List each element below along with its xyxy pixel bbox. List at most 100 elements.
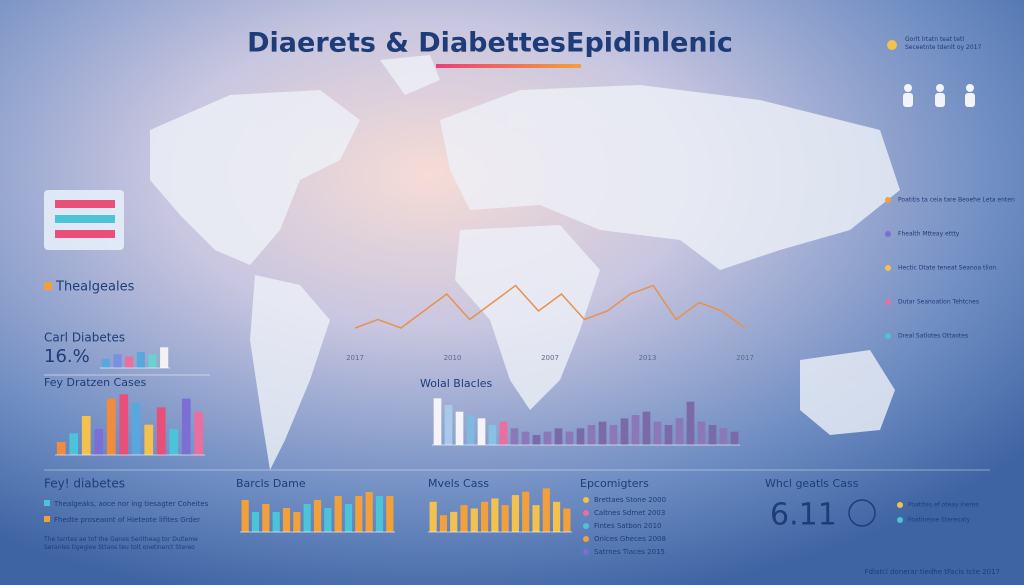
bar (106, 398, 116, 455)
bar (576, 428, 585, 445)
legend-swatch (55, 230, 115, 238)
epidemic-row: Satrnes Tiaces 2015 (594, 548, 665, 556)
bar (429, 501, 437, 532)
right-item: Poatitis ta ceia tare Beoehe Leta enten (898, 197, 1015, 204)
bullet (583, 523, 589, 529)
bar (125, 356, 134, 368)
bar (653, 421, 662, 445)
bullet (897, 517, 903, 523)
north-america (150, 90, 360, 265)
bar (355, 496, 363, 532)
panel-title: Epcomigters (580, 477, 649, 490)
x-tick-label: 2013 (639, 354, 657, 362)
bar (697, 421, 706, 445)
greenland (380, 55, 440, 95)
bar (552, 501, 561, 532)
stat-value: 16.% (44, 346, 90, 367)
bar (375, 496, 384, 532)
clock-icon (848, 499, 876, 527)
bar (272, 512, 280, 532)
eurasia (440, 85, 900, 270)
bar (433, 398, 442, 445)
chart-title: Barcls Dame (236, 477, 306, 490)
bar (303, 504, 311, 532)
bar (69, 433, 79, 455)
x-tick-label: 2010 (444, 354, 462, 362)
stat-label: Carl Diabetes (44, 331, 125, 345)
note-box: The tarrtes ae tof the Ganes Seritheag t… (44, 536, 198, 551)
bar (686, 401, 695, 445)
bar (543, 431, 552, 445)
bar (730, 431, 739, 445)
bar (708, 425, 717, 445)
bar (241, 500, 249, 532)
bar (466, 415, 475, 445)
australia (800, 350, 895, 435)
bullet (885, 333, 891, 339)
right-item: Dreal Satlotes Ottaotes (898, 333, 968, 340)
epidemic-row: Caltnes Sdmet 2003 (594, 509, 665, 517)
bar (282, 508, 291, 532)
icon (887, 40, 897, 50)
bar (719, 428, 728, 445)
bullet (583, 497, 589, 503)
bar (642, 411, 651, 445)
bar (251, 512, 260, 532)
bar (293, 512, 301, 532)
bar (81, 416, 91, 455)
bullet (885, 299, 891, 305)
bar (563, 508, 571, 532)
bar (365, 492, 373, 532)
right-header-box: Gorlt lrtatn teat tetl Seceetnte tdenlt … (905, 36, 982, 51)
bullet (885, 265, 891, 271)
bar (386, 496, 394, 532)
bar (444, 405, 453, 445)
title: Diaerets & DiabettesEpidinlenic (247, 28, 733, 59)
bar (501, 505, 509, 532)
bar (181, 398, 191, 455)
panel-note: The tarrtes ae tof the Ganes Seritheag t… (44, 536, 198, 551)
chart-title: Wolal Blacles (420, 377, 493, 390)
bar (313, 500, 322, 532)
legend-swatch (55, 200, 115, 208)
bar (148, 354, 157, 368)
bar (156, 407, 166, 455)
right-list: Poatitis ta ceia tare Beoehe Leta enten F… (885, 197, 1015, 340)
people-icons (903, 84, 975, 107)
global-item: Poatites ef oteay ineres (908, 502, 979, 509)
bar (598, 421, 607, 445)
bar (344, 504, 353, 532)
bar (160, 347, 169, 368)
epidemic-row: Fintes Satbon 2010 (594, 522, 662, 530)
world-map (150, 55, 900, 470)
bar (565, 431, 574, 445)
panel-item: Thealgeaks, aoce nor ing tiesagter Cohei… (53, 500, 209, 508)
bar (144, 424, 154, 455)
bar (324, 508, 332, 532)
x-tick-label: 2017 (346, 354, 364, 362)
bar (542, 488, 550, 532)
bar (532, 435, 541, 445)
bar (460, 505, 468, 532)
bar (510, 428, 519, 445)
epidemic-row: Onlces Gheces 2008 (594, 535, 666, 543)
bar (480, 501, 489, 532)
right-header: Gorlt lrtatn teat tetl Seceetnte tdenlt … (905, 36, 982, 51)
bar (609, 425, 618, 445)
panel-title: Whcl geatls Cass (765, 477, 859, 490)
x-tick-label: 2017 (736, 354, 754, 362)
bar (136, 351, 145, 368)
bar (675, 418, 684, 445)
bar (532, 505, 540, 532)
chart-title: Fey Dratzen Cases (44, 376, 146, 389)
bullet (897, 502, 903, 508)
bar (470, 508, 478, 532)
global-item: Foatineioe Stereoaty (908, 517, 971, 524)
bar (334, 496, 342, 532)
panel-item: Fhedte proseaont of Hieteote lifites Grd… (54, 516, 200, 524)
bullet (885, 231, 891, 237)
bar (620, 418, 629, 445)
legend-swatch (55, 215, 115, 223)
bar (169, 429, 179, 455)
bar (477, 418, 486, 445)
